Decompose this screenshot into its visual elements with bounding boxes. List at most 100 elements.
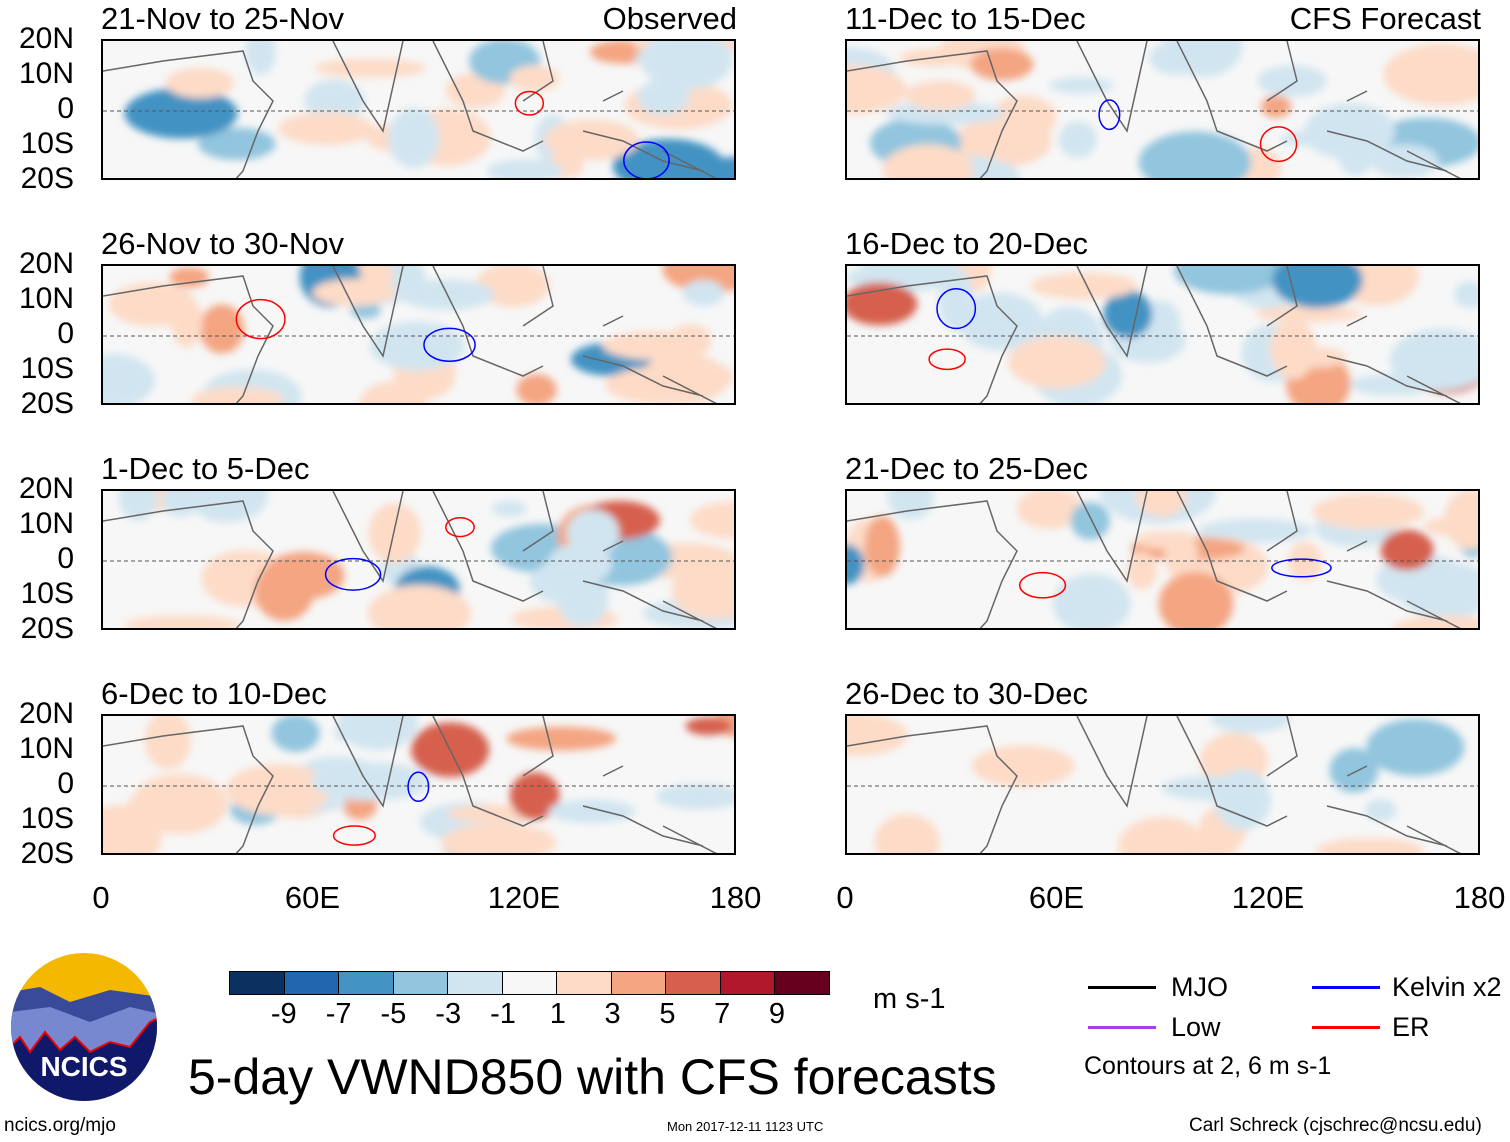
lon-label: 180 (1453, 880, 1506, 915)
anomaly-shading (311, 762, 430, 801)
footer-author: Carl Schreck (cjschrec@ncsu.edu) (1189, 1115, 1482, 1136)
anomaly-shading (492, 500, 527, 517)
colorbar-label: -9 (270, 998, 297, 1030)
anomaly-shading (165, 67, 235, 99)
anomaly-shading (1103, 290, 1153, 339)
er-contour (514, 90, 545, 116)
panel-title: 26-Nov to 30-Nov (101, 226, 344, 261)
anomaly-shading (1316, 837, 1425, 853)
colorbar (229, 971, 830, 995)
panel-title: 21-Nov to 25-Nov (101, 1, 344, 36)
colorbar-label: 7 (714, 998, 731, 1030)
lon-label: 60E (284, 880, 341, 915)
anomaly-shading (367, 584, 472, 628)
anomaly-shading (1270, 319, 1317, 380)
lat-label: 10S (20, 352, 74, 385)
anomaly-shading (1138, 131, 1251, 178)
anomaly-shading (548, 799, 636, 824)
kelvin-contour (423, 327, 476, 362)
lat-label: 20N (18, 472, 74, 505)
map-panel (845, 39, 1480, 180)
colorbar-swatch (557, 972, 612, 994)
anomaly-shading (1257, 65, 1327, 97)
legend-line-kelvin (1312, 986, 1380, 989)
anomaly-shading (683, 157, 734, 178)
coastline (103, 491, 717, 628)
anomaly-shading (1118, 816, 1206, 853)
contour-note: Contours at 2, 6 m s-1 (1084, 1052, 1332, 1080)
legend-line-mjo (1088, 986, 1156, 989)
legend-line-er (1312, 1026, 1380, 1029)
anomaly-shading (170, 296, 203, 348)
lat-label: 10N (18, 57, 74, 90)
legend-label-kelvin: Kelvin x2 (1392, 972, 1502, 1002)
anomaly-shading (847, 544, 865, 585)
er-contour (445, 516, 475, 538)
er-contour (1018, 571, 1067, 599)
anomaly-shading (886, 101, 1004, 125)
lat-label: 0 (57, 542, 74, 575)
colorbar-label: 3 (604, 998, 621, 1030)
anomaly-shading (144, 716, 192, 770)
anomaly-shading (1392, 615, 1478, 628)
coastline (847, 716, 1461, 853)
anomaly-shading (1214, 769, 1271, 831)
coastline (847, 41, 1461, 178)
panel-label: CFS Forecast (1289, 1, 1481, 36)
lon-label: 120E (487, 880, 561, 915)
anomaly-shading (118, 491, 158, 521)
kelvin-contour (1098, 99, 1121, 131)
map-panel (101, 264, 736, 405)
anomaly-shading (441, 823, 557, 853)
lat-label: 0 (57, 92, 74, 125)
lat-label: 0 (57, 317, 74, 350)
anomaly-shading (938, 268, 974, 331)
anomaly-shading (1174, 266, 1285, 295)
lat-label: 10N (18, 282, 74, 315)
colorbar-swatch (720, 972, 775, 994)
er-contour (1259, 126, 1298, 163)
ncics-logo: NCICS (11, 953, 157, 1101)
anomaly-shading (103, 805, 162, 853)
lat-label: 20N (18, 247, 74, 280)
anomaly-shading (655, 783, 734, 810)
anomaly-shading (847, 716, 909, 757)
panel-title: 11-Dec to 15-Dec (845, 1, 1086, 36)
anomaly-shading (887, 491, 934, 520)
anomaly-shading (1389, 328, 1478, 391)
anomaly-shading (671, 563, 734, 620)
colorbar-label: -3 (435, 998, 462, 1030)
legend-label-low: Low (1171, 1012, 1221, 1042)
anomaly-shading (191, 387, 285, 403)
anomaly-shading (847, 64, 908, 115)
anomaly-shading (1312, 493, 1425, 530)
anomaly-shading (509, 772, 560, 820)
anomaly-shading (1163, 41, 1243, 77)
lon-label: 60E (1028, 880, 1085, 915)
anomaly-shading (1135, 491, 1187, 517)
er-contour (332, 825, 376, 846)
colorbar-label: -5 (380, 998, 407, 1030)
footer-timestamp: Mon 2017-12-11 1123 UTC (667, 1119, 824, 1134)
anomaly-shading (245, 41, 276, 76)
lat-label: 20N (18, 697, 74, 730)
anomaly-shading (1380, 529, 1434, 571)
anomaly-shading (685, 717, 732, 736)
anomaly-shading (1371, 144, 1439, 178)
coastline (103, 266, 717, 403)
anomaly-shading (1058, 121, 1097, 158)
anomaly-shading (1444, 491, 1478, 550)
anomaly-shading (1016, 491, 1083, 530)
panel-title: 6-Dec to 10-Dec (101, 676, 327, 711)
anomaly-shading (957, 292, 1043, 351)
anomaly-shading (475, 266, 551, 308)
anomaly-shading (1261, 95, 1292, 118)
colorbar-swatch (611, 972, 666, 994)
anomaly-shading (1030, 272, 1138, 300)
lat-label: 20N (18, 22, 74, 55)
colorbar-swatch (666, 972, 721, 994)
lon-label: 0 (92, 880, 110, 915)
anomaly-shading (506, 726, 617, 751)
map-panel (101, 39, 736, 180)
